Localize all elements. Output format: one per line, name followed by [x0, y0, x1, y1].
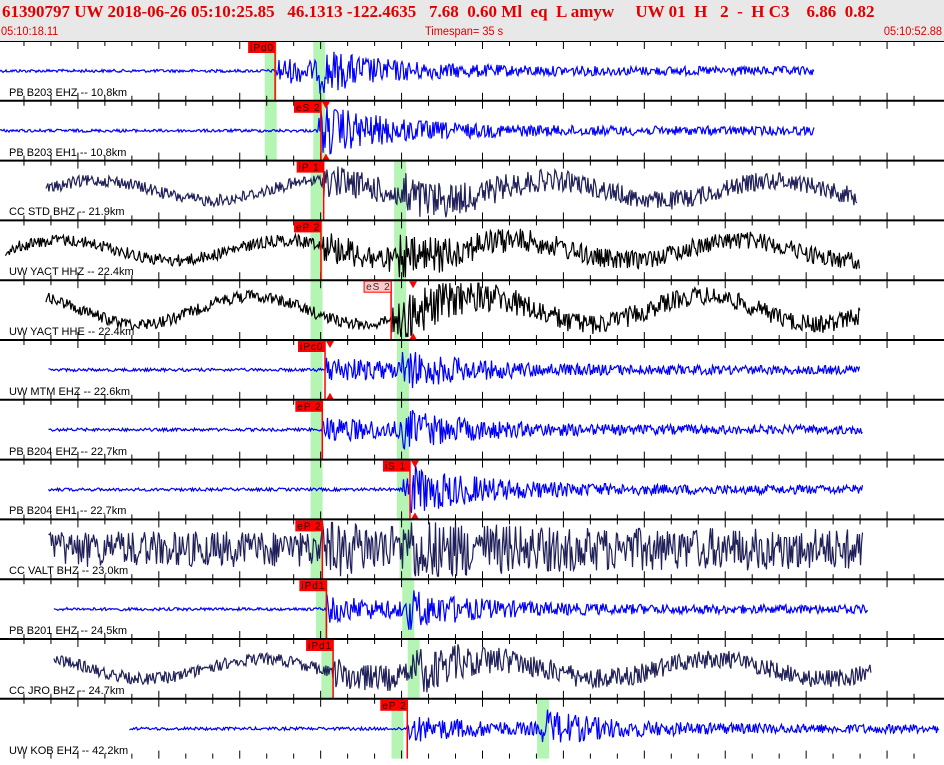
- channel-label: CC STD BHZ -- 21.9km: [9, 206, 125, 219]
- pick-triangle-bottom: [409, 333, 418, 340]
- phase-window: [394, 160, 407, 221]
- pick-label: eP 2: [297, 521, 321, 532]
- pick-triangle-top: [321, 101, 330, 109]
- channel-label: CC VALT BHZ -- 23.0km: [9, 565, 129, 578]
- phase-window: [313, 41, 326, 101]
- channel-label: PB B203 EH1 -- 10.8km: [9, 146, 127, 159]
- pick-label: iPd1: [301, 581, 325, 592]
- pick-label: eS 2: [296, 103, 321, 114]
- end-time: 05:10:52.88: [883, 25, 942, 39]
- seismogram-trace: [53, 644, 872, 693]
- phase-window: [310, 340, 323, 400]
- phase-window: [310, 160, 323, 221]
- seismogram-trace: [45, 282, 861, 338]
- phase-window: [310, 220, 323, 281]
- pick-flag: [293, 101, 321, 113]
- waveform-panel[interactable]: iPd0 eS 2 iP 1 eP 2 eS 2 iPc0 eP 2 iS 1 eP 2 iPd1…: [0, 40, 944, 760]
- phase-window: [396, 399, 409, 460]
- waveform-canvas[interactable]: iPd0 eS 2 iP 1 eP 2 eS 2 iPc0 eP 2 iS 1 eP 2 iPd1…: [0, 40, 944, 760]
- pick-flag: [295, 400, 323, 412]
- channel-label: UW YACT HHZ -- 22.4km: [9, 266, 134, 279]
- pick-triangle-top: [326, 341, 335, 348]
- channel-label: PB B204 EH1 -- 22.7km: [9, 505, 127, 518]
- seismogram-trace: [0, 106, 815, 155]
- pick-label: iPd0: [250, 43, 274, 54]
- pick-flag: [298, 341, 326, 352]
- seismogram-trace: [4, 228, 860, 278]
- phase-window: [310, 280, 323, 340]
- seismogram-trace: [53, 590, 869, 630]
- pick-label: eP 2: [382, 701, 406, 712]
- pick-flag: [296, 161, 324, 173]
- pick-label: eP 2: [296, 222, 320, 233]
- phase-window: [396, 340, 409, 400]
- seismogram-trace: [48, 351, 861, 389]
- channel-label: UW YACT HHE -- 22.4km: [9, 326, 135, 338]
- pick-flag: [293, 221, 321, 233]
- channel-label: PB B201 EHZ -- 24.5km: [9, 625, 127, 637]
- phase-window: [407, 639, 420, 699]
- timespan: Timespan= 35 s: [425, 25, 504, 39]
- seismogram-trace: [0, 51, 815, 94]
- channel-label: PB B204 EHZ -- 22.7km: [9, 445, 127, 458]
- pick-label: iPc0: [300, 342, 323, 353]
- channel-label: CC JRO BHZ -- 24.7km: [9, 684, 125, 697]
- pick-flag: [306, 640, 334, 651]
- phase-window: [537, 698, 550, 759]
- pick-label: iP 1: [299, 163, 320, 174]
- pick-flag: [363, 280, 392, 293]
- seismogram-trace: [48, 521, 864, 578]
- pick-flag: [295, 520, 323, 532]
- pick-flag: [382, 460, 410, 472]
- phase-window: [264, 41, 277, 101]
- pick-label: iPd1: [308, 641, 332, 652]
- channel-label: UW MTM EHZ -- 22.6km: [9, 385, 130, 398]
- pick-label: iS 1: [385, 462, 406, 473]
- pick-triangle-bottom: [410, 512, 419, 520]
- pick-triangle-bottom: [321, 153, 330, 161]
- start-time: 05:10:18.11: [1, 25, 59, 39]
- pick-flag: [248, 42, 276, 53]
- channel-label: PB B203 EHZ -- 10.8km: [9, 86, 127, 99]
- pick-triangle-top: [409, 281, 418, 289]
- seismogram-trace: [47, 464, 864, 514]
- seismogram-trace: [48, 409, 863, 451]
- pick-triangle-bottom: [326, 392, 335, 400]
- event-summary: 61390797 UW 2018-06-26 05:10:25.85 46.13…: [2, 2, 875, 21]
- pick-flag: [299, 580, 327, 592]
- seismogram-trace: [129, 709, 940, 743]
- pick-flag: [380, 699, 408, 711]
- pick-triangle-top: [410, 460, 419, 468]
- channel-label: UW KOB EHZ -- 42.2km: [9, 744, 129, 757]
- pick-label: eS 2: [366, 282, 391, 293]
- seismogram-trace: [45, 166, 858, 218]
- pick-label: eP 2: [297, 402, 321, 413]
- event-header: 61390797 UW 2018-06-26 05:10:25.85 46.13…: [0, 0, 944, 41]
